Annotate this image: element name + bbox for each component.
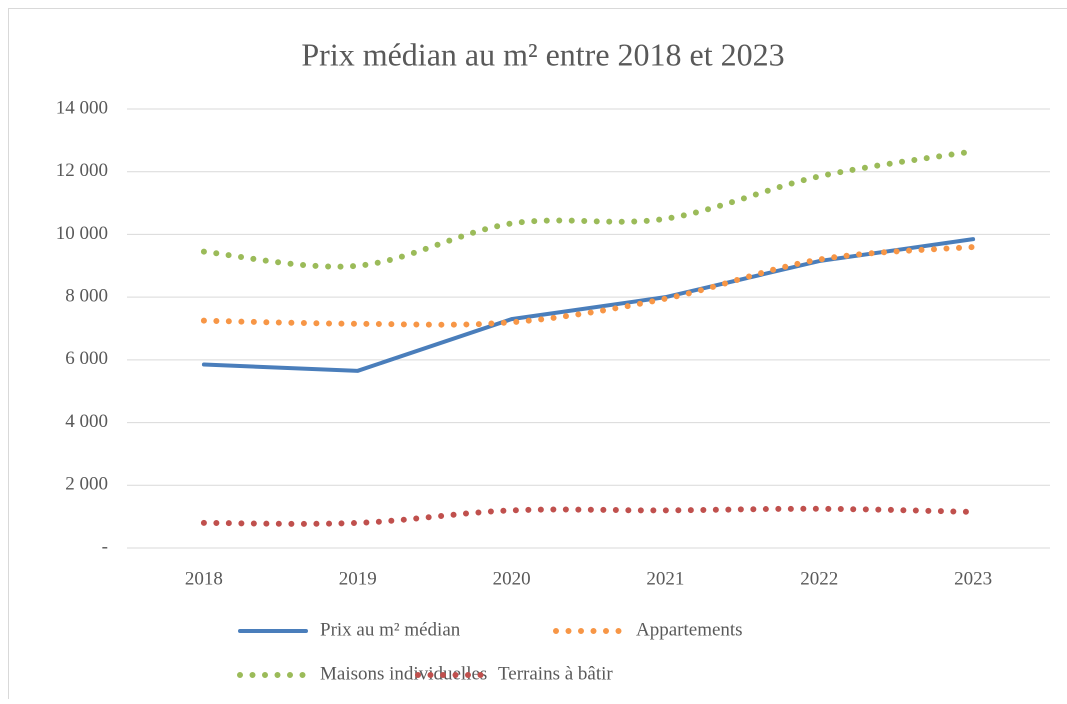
x-tick-label: 2018: [185, 568, 223, 589]
x-tick-label: 2020: [493, 568, 531, 589]
y-tick-label: 6 000: [65, 348, 108, 369]
series-line: [204, 151, 973, 266]
chart-title: Prix médian au m² entre 2018 et 2023: [301, 36, 784, 72]
series-line: [204, 247, 973, 325]
legend-label: Appartements: [636, 619, 743, 640]
x-tick-label: 2019: [339, 568, 377, 589]
x-tick-label: 2021: [646, 568, 684, 589]
y-tick-label: 12 000: [56, 160, 108, 181]
y-tick-label: 4 000: [65, 411, 108, 432]
legend-label: Terrains à bâtir: [498, 663, 613, 684]
legend-label: Maisons individuelles: [320, 663, 487, 684]
series-line: [204, 239, 973, 371]
y-tick-label: 8 000: [65, 286, 108, 307]
y-tick-label: 10 000: [56, 223, 108, 244]
y-tick-label: 14 000: [56, 97, 108, 118]
x-tick-label: 2022: [800, 568, 838, 589]
chart-frame: [9, 9, 1067, 700]
series-line: [204, 509, 973, 524]
x-tick-label: 2023: [954, 568, 992, 589]
legend-label: Prix au m² médian: [320, 619, 461, 640]
y-tick-label: -: [102, 536, 108, 557]
y-tick-label: 2 000: [65, 474, 108, 495]
